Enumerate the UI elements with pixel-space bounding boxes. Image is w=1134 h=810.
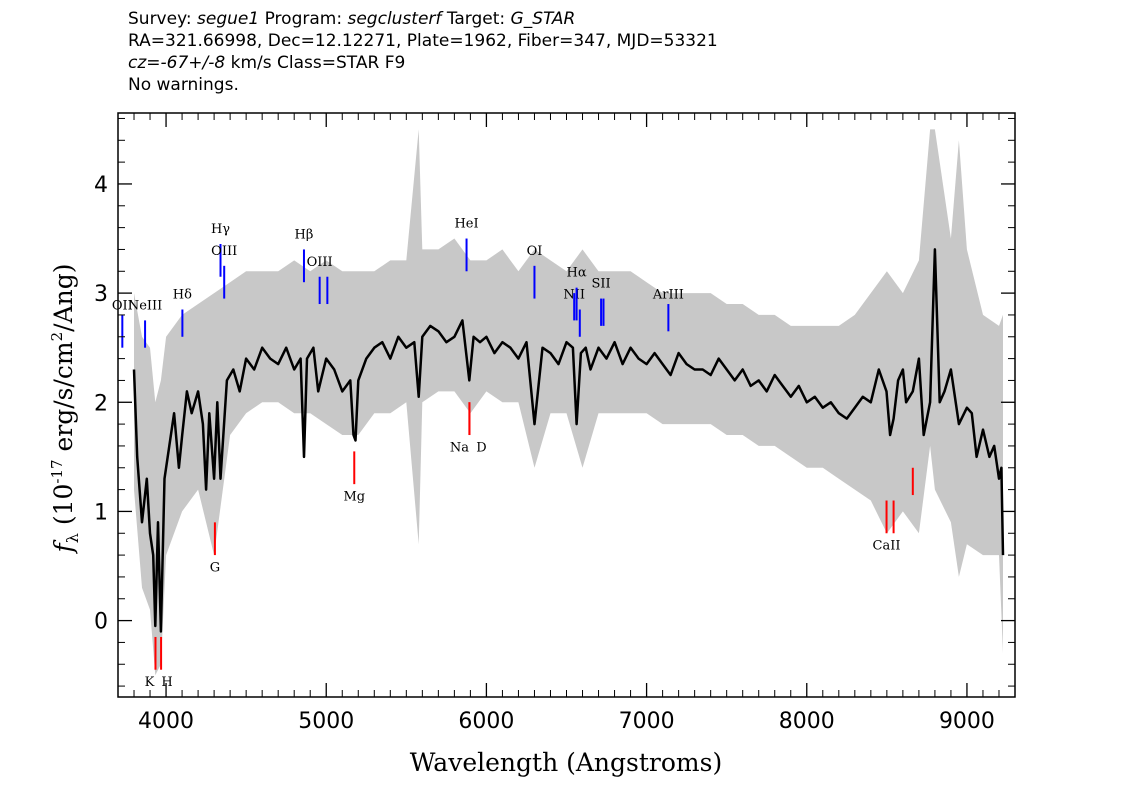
x-tick-label: 8000	[779, 709, 835, 734]
survey-label: Survey:	[128, 9, 192, 29]
flux-line	[132, 248, 1005, 633]
header-line-survey: Survey: segue1 Program: segclusterf Targ…	[128, 8, 718, 30]
y-tick-label: 4	[94, 173, 108, 198]
cz-class: km/s Class=STAR F9	[225, 53, 406, 73]
y-tick-label: 0	[94, 610, 108, 635]
flux-line-layer	[132, 248, 1005, 633]
cz-symbol: cz	[128, 53, 147, 73]
absorption-line-label: Mg	[343, 490, 365, 505]
emission-line-label: NII	[563, 288, 585, 303]
error-band-layer	[134, 129, 1003, 676]
absorption-line-label: Na	[450, 440, 469, 455]
emission-line-label: OIII	[307, 255, 333, 270]
absorption-line-label: CaII	[873, 539, 901, 554]
program-label: Program:	[264, 9, 343, 29]
header-line-coordinates: RA=321.66998, Dec=12.12271, Plate=1962, …	[128, 31, 718, 51]
axis-ticks: 4000 5000 6000 7000 8000 9000 0 1 2 3 4	[94, 113, 1016, 734]
survey-value: segue1	[197, 9, 260, 29]
cz-equals: =	[146, 53, 161, 73]
emission-line-label: OI	[527, 244, 543, 259]
cz-value: -67+/-8	[160, 53, 226, 73]
y-tick-label: 2	[94, 391, 108, 416]
emission-line-label: Hβ	[295, 228, 314, 243]
emission-line-label: NeIII	[128, 298, 162, 313]
y-tick-label: 3	[94, 282, 108, 307]
target-label: Target:	[446, 9, 506, 29]
emission-line-label: HeI	[454, 217, 478, 232]
y-tick-label: 1	[94, 500, 108, 525]
x-tick-label: 6000	[458, 709, 514, 734]
header-line-redshift: cz=-67+/-8 km/s Class=STAR F9	[128, 52, 718, 74]
y-axis-title: fλ (10-17 erg/s/cm2/Ang)	[48, 263, 82, 554]
program-value: segclusterf	[347, 9, 442, 29]
absorption-line-label: D	[476, 440, 486, 455]
x-tick-label: 4000	[138, 709, 194, 734]
x-axis-title: Wavelength (Angstroms)	[410, 748, 722, 777]
emission-line-label: OIII	[211, 244, 237, 259]
emission-line-label: Hγ	[211, 222, 230, 237]
error-band	[134, 129, 1003, 676]
spectrum-header: Survey: segue1 Program: segclusterf Targ…	[128, 8, 718, 96]
emission-line-label: ArIII	[652, 288, 684, 303]
absorption-line-label: K	[145, 675, 155, 690]
emission-line-label: OII	[112, 298, 133, 313]
emission-line-label: Hδ	[173, 288, 192, 303]
absorption-line-label: G	[210, 560, 220, 575]
header-line-warnings: No warnings.	[128, 75, 239, 95]
absorption-line-label: H	[161, 675, 172, 690]
x-tick-label: 9000	[939, 709, 995, 734]
x-tick-label: 5000	[298, 709, 354, 734]
target-value: G_STAR	[510, 9, 576, 29]
emission-line-label: SII	[592, 277, 611, 292]
emission-line-label: Hα	[567, 266, 587, 281]
x-tick-label: 7000	[619, 709, 675, 734]
